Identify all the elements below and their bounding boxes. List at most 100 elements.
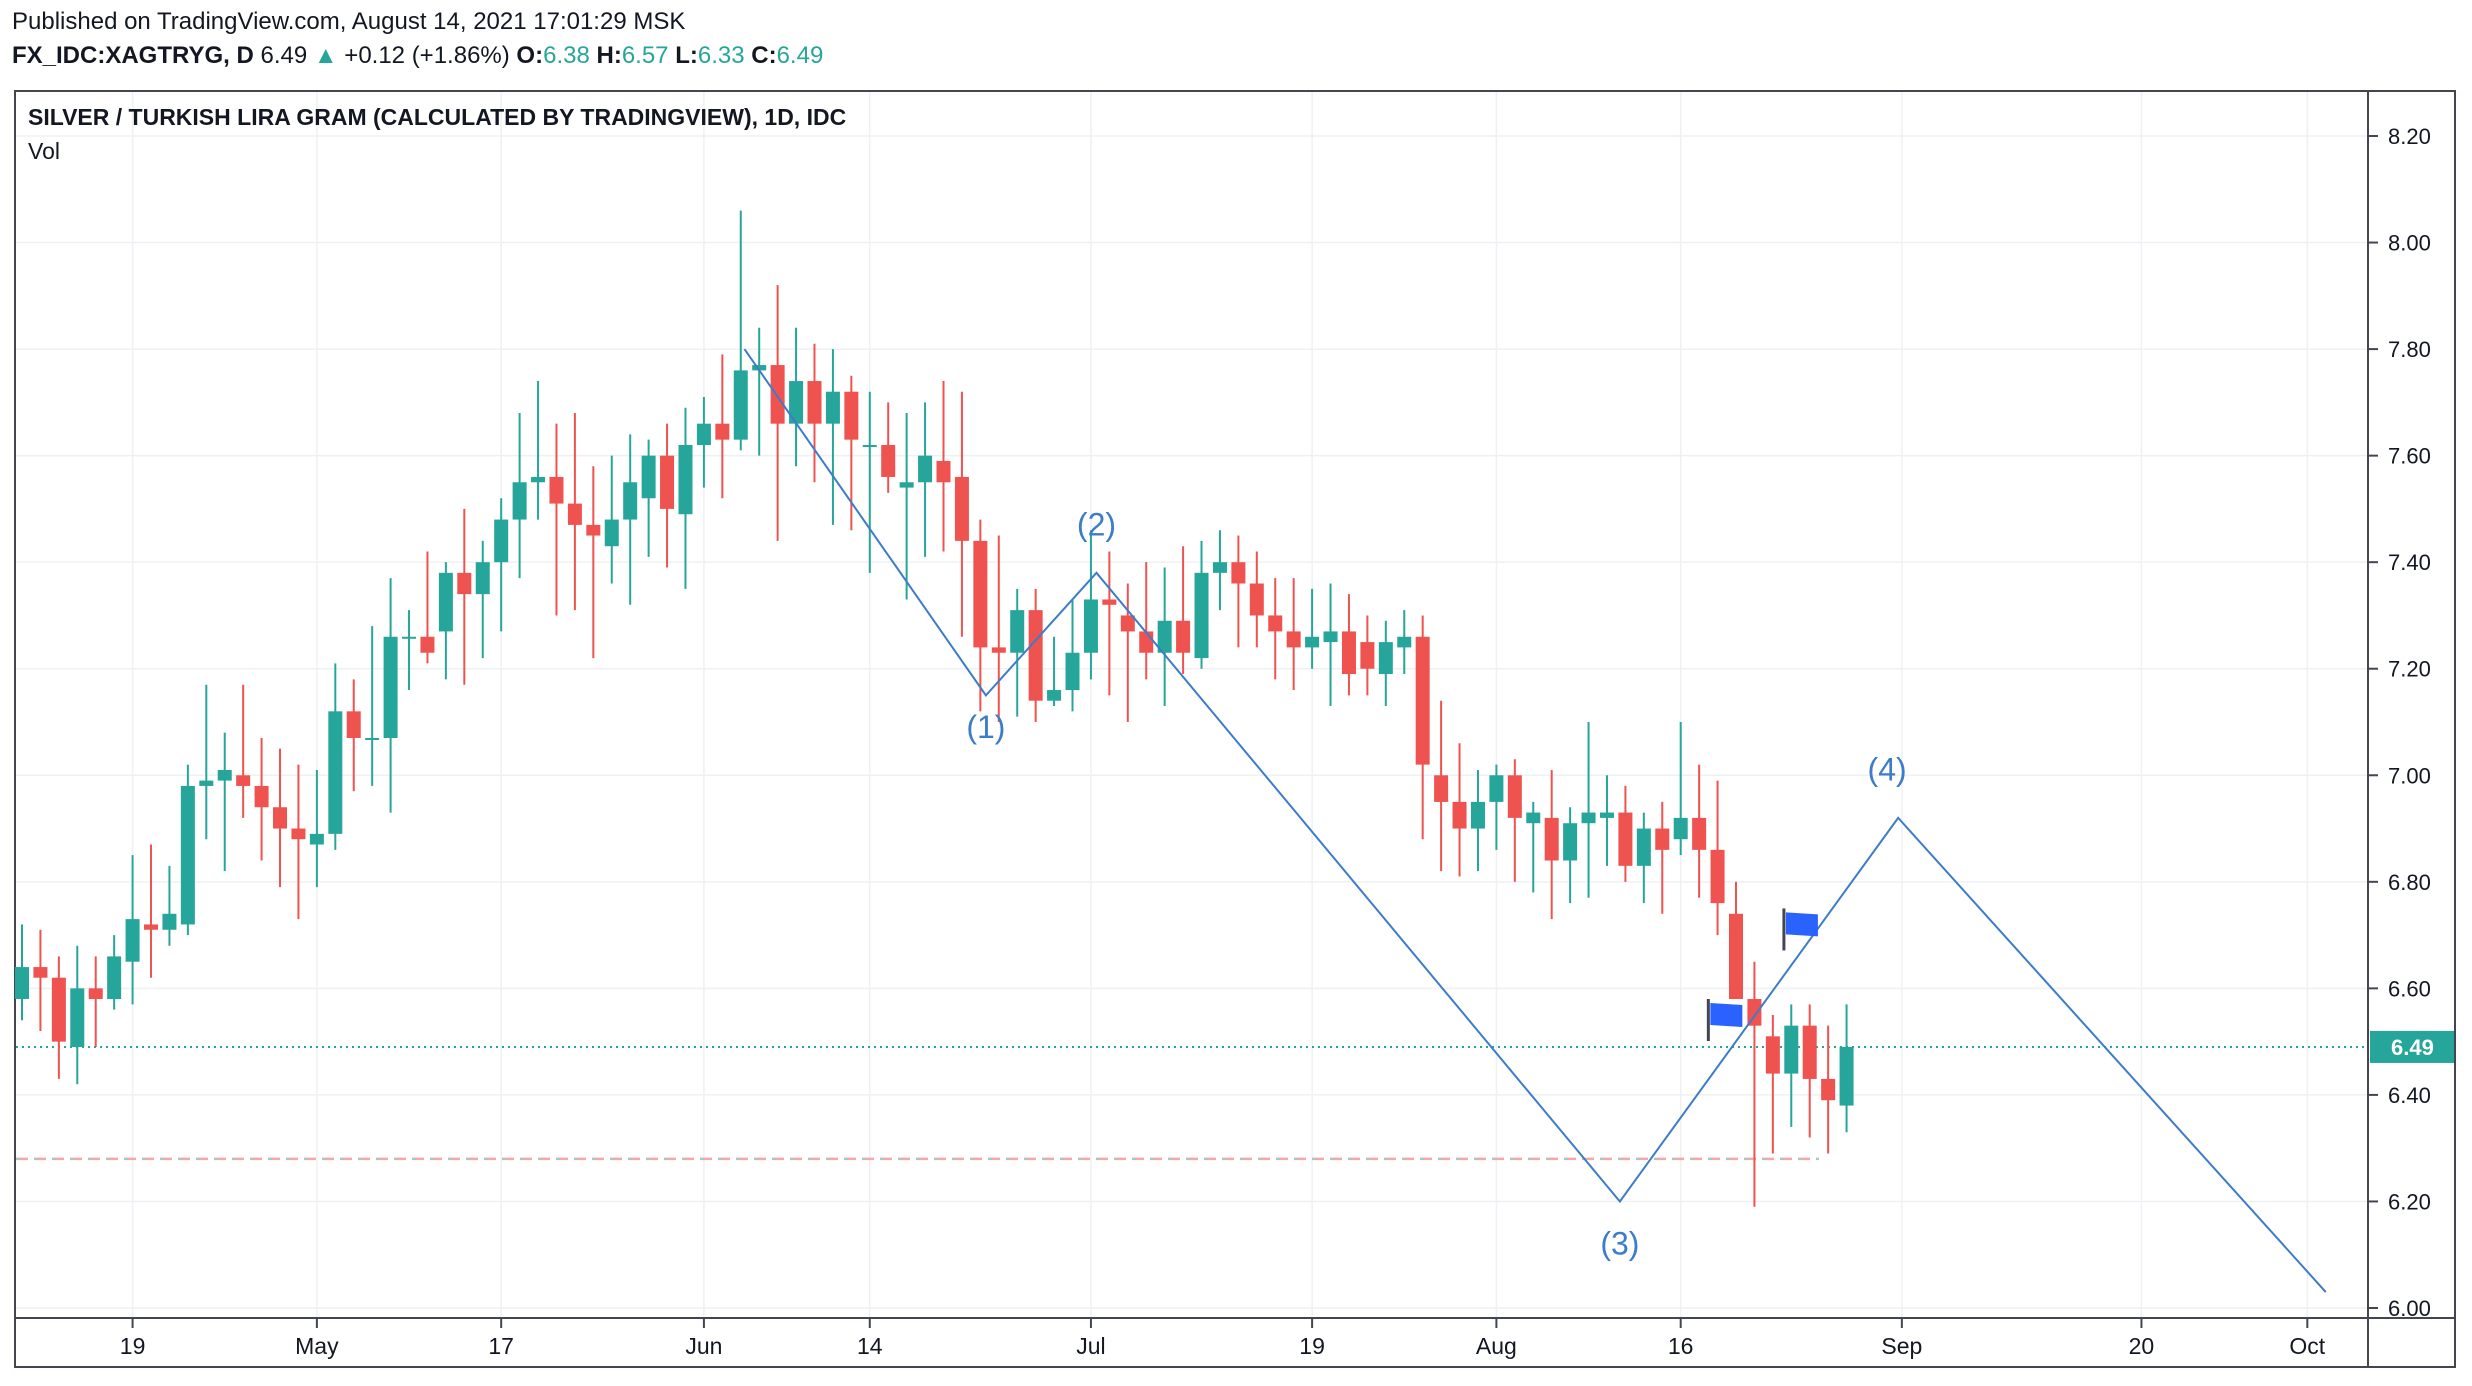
candle-body (1581, 812, 1596, 824)
candle-body (1489, 775, 1504, 802)
candle (1176, 546, 1191, 675)
candle-body (973, 540, 988, 648)
candle-body (475, 562, 490, 595)
last-price: 6.49 (260, 42, 308, 69)
wave-polyline (743, 348, 2327, 1293)
candle (51, 956, 66, 1079)
candle-body (199, 780, 214, 786)
candle (438, 562, 453, 680)
candle-body (494, 519, 509, 563)
candle-body (1599, 812, 1614, 818)
time-tick-label: 14 (857, 1333, 883, 1359)
candle-body (512, 482, 527, 520)
wave-label: (1) (966, 709, 1005, 745)
candle (899, 413, 914, 600)
candle-body (1378, 642, 1393, 675)
time-tick-label: Oct (2289, 1333, 2325, 1359)
candle-body (936, 460, 951, 483)
candle (1010, 588, 1025, 717)
candle-body (1360, 642, 1375, 669)
price-tick-label: 7.80 (2388, 337, 2431, 362)
price-tick-label: 6.00 (2388, 1296, 2431, 1321)
candle (291, 764, 306, 920)
close-label: C: (751, 42, 777, 69)
price-axis: 8.20 8.00 7.80 7.60 7.40 7.20 7.00 6.80 6.60 6.40… (2367, 92, 2454, 1366)
time-tick-label: Jun (685, 1333, 722, 1359)
candle (1157, 567, 1172, 707)
candle-body (1470, 801, 1485, 829)
candle (457, 508, 472, 685)
candle-body (457, 572, 472, 595)
candle-body (660, 455, 675, 509)
price-tick-label: 6.20 (2388, 1189, 2431, 1214)
candle-body (291, 828, 306, 840)
candle (1249, 551, 1264, 648)
candle (1710, 780, 1725, 936)
candle (1065, 599, 1080, 712)
candle-body (15, 967, 29, 1000)
candle (217, 732, 232, 872)
candle (1139, 562, 1154, 680)
price-tick-label: 8.00 (2388, 231, 2431, 256)
last-price-badge (2370, 1030, 2454, 1063)
candle (825, 349, 840, 525)
candle-body (1139, 631, 1154, 653)
candle (1563, 807, 1578, 904)
candle-body (678, 444, 693, 515)
candle-body (1710, 849, 1725, 904)
price-tick-label: 6.60 (2388, 976, 2431, 1001)
last-price-badge-label: 6.49 (2391, 1035, 2434, 1060)
candle-body (623, 482, 638, 520)
price-tick-label: 7.60 (2388, 444, 2431, 469)
candle (770, 285, 785, 541)
candle-body (1176, 620, 1191, 653)
candle (199, 684, 214, 840)
candle-body (604, 519, 619, 547)
candle (309, 769, 324, 888)
candle (1747, 961, 1762, 1207)
candle (1360, 615, 1375, 696)
candle (1194, 540, 1209, 669)
change-value: +0.12 (+1.86%) (344, 42, 510, 69)
candle (1415, 615, 1430, 840)
candle-body (752, 365, 767, 371)
candle (1839, 1004, 1854, 1133)
candle (715, 354, 730, 499)
candle-body (236, 775, 251, 786)
wave-label: (2) (1077, 507, 1116, 543)
candle-body (733, 370, 748, 440)
candle (1673, 722, 1688, 856)
candle (1470, 769, 1485, 872)
time-tick-label: May (295, 1333, 339, 1359)
annotations: (1) (2) (3) (4) (966, 507, 1906, 1262)
candle-body (715, 423, 730, 440)
candle (1599, 775, 1614, 866)
candle-body (844, 391, 859, 440)
candle-body (180, 785, 195, 925)
candle-body (217, 769, 232, 781)
candle-body (254, 785, 269, 808)
candle (1268, 578, 1283, 680)
candle-body (162, 913, 177, 930)
candle (862, 391, 877, 573)
flag-cloth (1785, 912, 1818, 937)
candle (844, 375, 859, 531)
flag-cloth (1710, 1003, 1743, 1027)
candle-body (1526, 812, 1541, 824)
candle (1544, 769, 1559, 920)
candle (1581, 722, 1596, 898)
candle (1728, 881, 1743, 1000)
candle (15, 924, 29, 1021)
candle-body (1194, 572, 1209, 659)
candle-body (1434, 775, 1449, 802)
candle-body (1765, 1036, 1780, 1074)
candle-body (1563, 823, 1578, 861)
candle-body (1673, 817, 1688, 840)
candle-body (1747, 999, 1762, 1026)
candle-body (328, 711, 343, 834)
candle (328, 663, 343, 850)
candle (1618, 785, 1633, 882)
candle-body (1231, 562, 1246, 584)
candle (383, 578, 398, 813)
